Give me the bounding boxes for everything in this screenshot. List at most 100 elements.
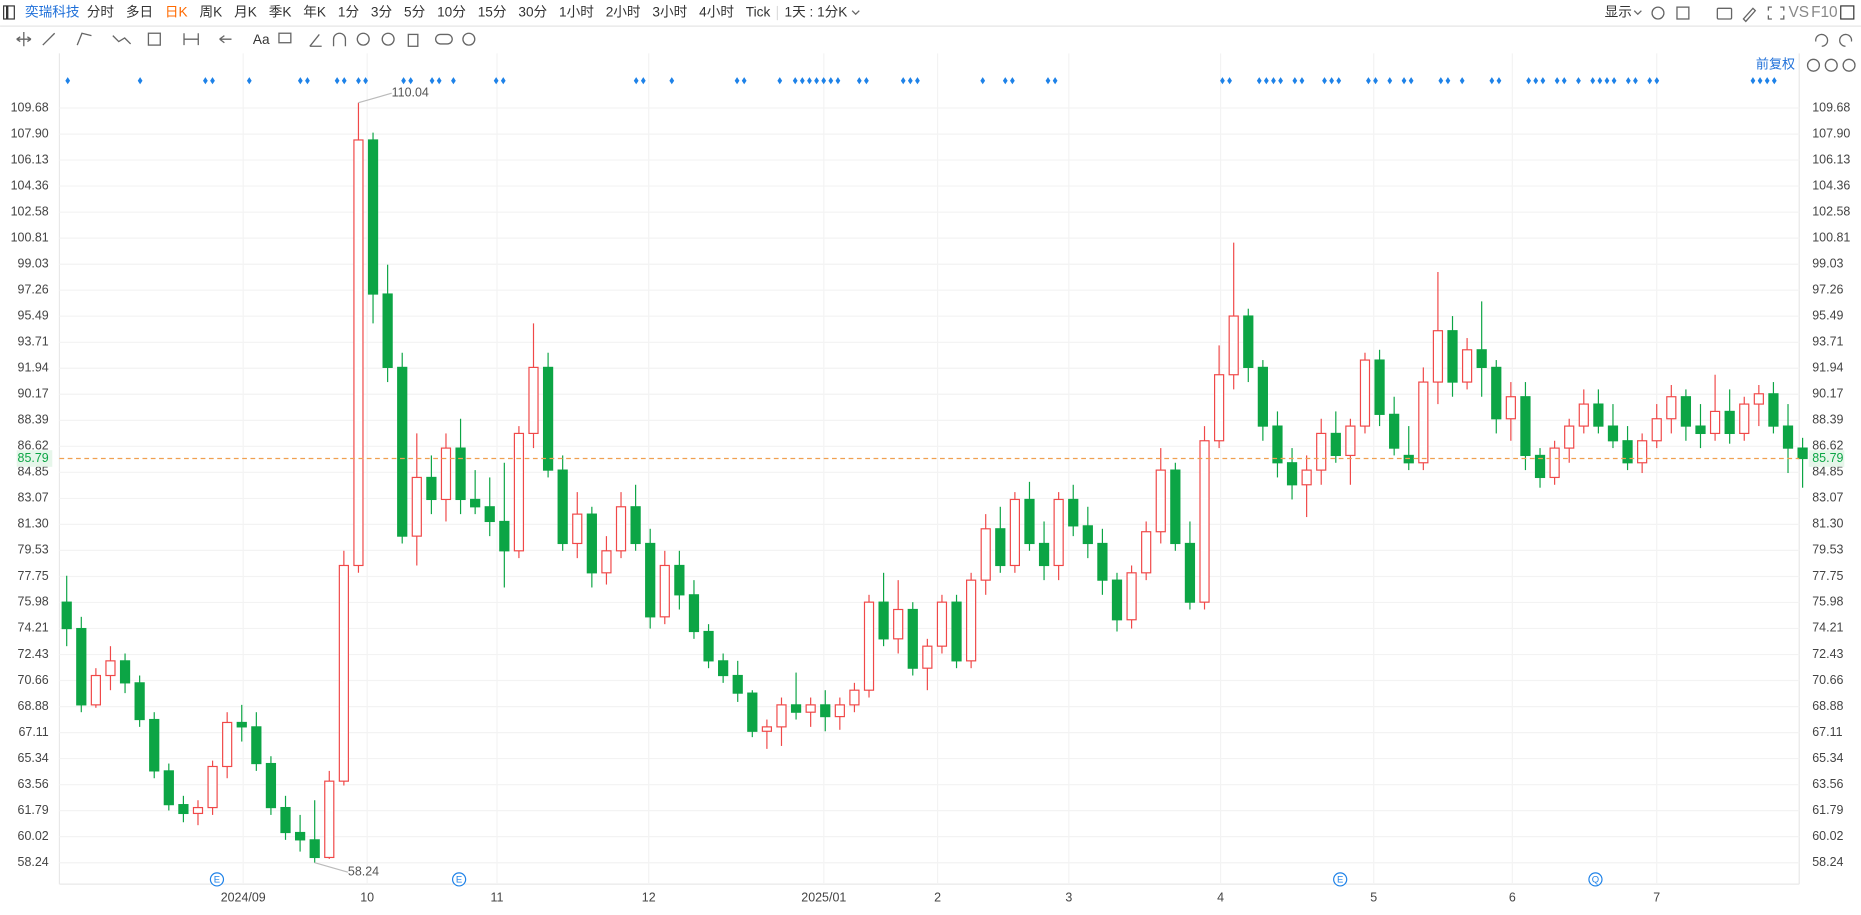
event-dot [1489, 77, 1495, 85]
period-tab[interactable]: Tick [746, 5, 771, 20]
event-marker-label[interactable]: E [1337, 874, 1343, 885]
y-tick-label-right: 95.49 [1812, 308, 1843, 322]
event-dot [1633, 77, 1638, 85]
vs-button[interactable]: VS [1789, 4, 1810, 21]
period-tab[interactable]: 30分 [518, 5, 547, 20]
text-tool[interactable]: Aa [253, 32, 270, 47]
event-dot [1576, 77, 1581, 85]
candle-body [863, 601, 875, 691]
y-tick-label-right: 84.85 [1812, 465, 1843, 479]
display-menu[interactable]: 显示 [1605, 5, 1632, 20]
event-marker[interactable] [209, 872, 225, 887]
period-tab[interactable]: 季K [269, 5, 292, 20]
period-tab[interactable]: 分时 [87, 5, 115, 20]
stock-name[interactable]: 奕瑞科技 [25, 5, 80, 20]
candle-body [207, 765, 218, 809]
y-tick-label-right: 91.94 [1812, 361, 1843, 375]
path-tool[interactable] [76, 32, 92, 46]
period-tab[interactable]: 周K [200, 5, 223, 20]
arrow-tool[interactable] [219, 35, 232, 44]
interval-select[interactable]: 1天 : 1分K [785, 5, 848, 20]
candle-body [761, 726, 773, 732]
delete-tool[interactable] [407, 33, 419, 47]
candle-body [455, 447, 466, 501]
period-tab[interactable]: 5分 [404, 5, 426, 20]
reset-zoom[interactable] [1806, 58, 1821, 72]
period-tab[interactable]: 日K [165, 5, 188, 20]
candle-body [1637, 440, 1648, 464]
zoom-in[interactable] [1842, 58, 1856, 72]
candle-body [966, 579, 977, 662]
zoom-out[interactable] [1824, 58, 1838, 72]
event-marker[interactable] [1588, 872, 1603, 887]
period-tab[interactable]: 15分 [478, 5, 507, 20]
adjust-mode[interactable]: 前复权 [1756, 57, 1795, 72]
event-marker[interactable] [451, 872, 467, 887]
x-tick-label: 6 [1509, 891, 1516, 905]
period-tab[interactable]: 10分 [437, 5, 466, 20]
event-dot [741, 77, 747, 85]
event-dot [828, 77, 834, 85]
period-tab[interactable]: 2小时 [606, 5, 641, 20]
sidebar-toggle[interactable] [3, 5, 15, 20]
event-dot [210, 77, 215, 85]
candle-body [732, 674, 743, 694]
period-tab[interactable]: 1小时 [559, 5, 594, 20]
range-tool[interactable] [183, 33, 199, 46]
event-marker-label[interactable]: Q [1592, 874, 1599, 885]
period-tab[interactable]: 3小时 [652, 5, 687, 20]
y-tick-label-right: 72.43 [1812, 647, 1843, 661]
event-marker-label[interactable]: E [214, 874, 220, 885]
y-tick-label-left: 100.81 [11, 230, 49, 244]
measure-tool[interactable] [147, 32, 161, 46]
candle-body [192, 806, 204, 815]
hide-tool[interactable] [381, 32, 395, 46]
event-marker[interactable] [1333, 872, 1348, 887]
edit[interactable] [1742, 7, 1757, 23]
candle-body [1374, 359, 1385, 415]
event-dot [1526, 77, 1532, 85]
magnet-tool[interactable] [332, 32, 347, 47]
comment-tool[interactable] [278, 32, 292, 44]
y-tick-label-right: 83.07 [1812, 491, 1843, 505]
period-tab[interactable]: 3分 [371, 5, 393, 20]
period-tab[interactable]: 4小时 [699, 5, 734, 20]
candle-body [324, 780, 335, 859]
f10-button[interactable]: F10 [1811, 4, 1838, 21]
redo[interactable] [1839, 33, 1853, 47]
settings[interactable] [1651, 6, 1665, 20]
candle-body [1739, 403, 1750, 435]
fullscreen[interactable] [1767, 6, 1785, 20]
angle-tool[interactable] [309, 34, 322, 47]
period-tab[interactable]: 月K [234, 5, 257, 20]
period-tab[interactable]: 1分 [338, 5, 360, 20]
link-tool[interactable] [434, 33, 453, 45]
layout[interactable] [1676, 6, 1690, 20]
event-dot [401, 77, 406, 85]
wave-tool[interactable] [112, 35, 132, 45]
dropdown-caret [851, 10, 860, 16]
candle-body [513, 432, 525, 552]
undo[interactable] [1815, 33, 1829, 47]
candle-body [1432, 330, 1444, 383]
eye-tool[interactable] [356, 32, 370, 46]
y-tick-label-right: 99.03 [1812, 257, 1843, 271]
candle-body [1345, 425, 1356, 457]
line-tool[interactable] [42, 32, 56, 46]
candle-body [1038, 542, 1050, 567]
event-dot [1625, 77, 1631, 85]
event-dot [1647, 77, 1653, 85]
event-marker-label[interactable]: E [456, 874, 462, 885]
event-dot [633, 77, 639, 85]
period-tab[interactable]: 年K [303, 5, 326, 20]
panel-toggle[interactable] [1840, 5, 1855, 20]
y-tick-label-left: 97.26 [18, 283, 49, 297]
settings-tool[interactable] [462, 32, 476, 46]
candle-body [1082, 525, 1093, 545]
y-tick-label-left: 77.75 [18, 569, 49, 583]
camera[interactable] [1716, 7, 1733, 20]
move-tool[interactable] [16, 32, 32, 47]
candle-body [1228, 315, 1239, 376]
period-tab[interactable]: 多日 [126, 4, 153, 20]
event-dot [1220, 77, 1225, 85]
